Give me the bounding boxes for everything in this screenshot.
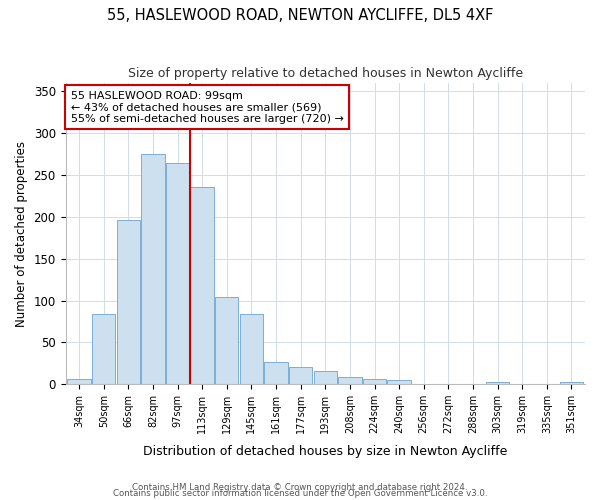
Bar (363, 379, 386, 384)
Bar (92, 314, 115, 384)
Bar (240, 314, 263, 384)
Bar (388, 380, 411, 384)
Bar (215, 297, 238, 384)
Bar (116, 220, 140, 384)
Bar (190, 187, 214, 384)
Text: 55, HASLEWOOD ROAD, NEWTON AYCLIFFE, DL5 4XF: 55, HASLEWOOD ROAD, NEWTON AYCLIFFE, DL5… (107, 8, 493, 22)
X-axis label: Distribution of detached houses by size in Newton Aycliffe: Distribution of detached houses by size … (143, 444, 508, 458)
Text: Contains HM Land Registry data © Crown copyright and database right 2024.: Contains HM Land Registry data © Crown c… (132, 484, 468, 492)
Text: 55 HASLEWOOD ROAD: 99sqm
← 43% of detached houses are smaller (569)
55% of semi-: 55 HASLEWOOD ROAD: 99sqm ← 43% of detach… (71, 90, 344, 124)
Text: Contains public sector information licensed under the Open Government Licence v3: Contains public sector information licen… (113, 490, 487, 498)
Bar (486, 382, 509, 384)
Bar (338, 378, 362, 384)
Bar (166, 162, 189, 384)
Bar (141, 154, 164, 384)
Bar (265, 362, 288, 384)
Y-axis label: Number of detached properties: Number of detached properties (15, 140, 28, 326)
Bar (67, 379, 91, 384)
Title: Size of property relative to detached houses in Newton Aycliffe: Size of property relative to detached ho… (128, 68, 523, 80)
Bar (314, 371, 337, 384)
Bar (289, 368, 313, 384)
Bar (560, 382, 583, 384)
